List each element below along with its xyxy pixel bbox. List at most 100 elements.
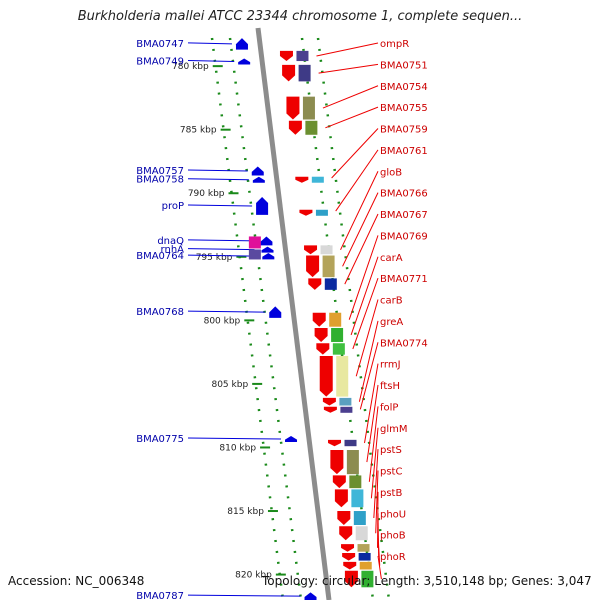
forward-gene-arrow [288,120,302,135]
reverse-gene-arrow [238,58,251,65]
gene-feature-box [322,255,335,278]
forward-gene-arrow [341,544,355,552]
forward-gene-label: BMA0766 [380,189,428,200]
gene-feature-box [320,245,333,255]
reverse-gene-arrow [304,592,317,600]
reverse-gene-arrow [262,252,275,260]
forward-gene-arrow [343,561,357,570]
forward-gene-leader [377,555,382,580]
reverse-gene-leader [187,204,253,207]
forward-gene-leader [358,320,379,402]
forward-gene-leader [348,235,379,320]
reverse-gene-arrow [252,176,265,183]
forward-gene-arrow [328,439,342,447]
forward-gene-label: BMA0761 [380,146,428,157]
forward-gene-leader [355,299,379,377]
gene-feature-box [357,544,370,552]
gene-feature-box [311,176,324,183]
forward-gene-label: rrmJ [380,360,401,371]
reverse-gene-label: BMA0764 [136,251,184,262]
reverse-gene-leader [187,248,258,251]
forward-gene-arrow [322,397,336,406]
reverse-gene-label: BMA0768 [136,307,184,318]
forward-gene-arrow [308,278,322,290]
forward-gene-arrow [344,570,358,588]
forward-gene-label: glmM [380,424,408,435]
forward-gene-label: ftsH [380,381,400,392]
reverse-gene-leader [187,178,249,181]
forward-gene-label: carB [380,296,403,307]
reverse-gene-leader [187,594,301,597]
reverse-gene-label: BMA0758 [136,175,184,186]
forward-gene-arrow [334,489,348,508]
reverse-gene-label: proP [162,201,184,212]
scale-tick-label: 810 kbp [219,443,256,453]
forward-gene-arrow [332,475,346,489]
gene-feature-box [305,120,318,135]
forward-gene-label: carA [380,253,403,264]
forward-gene-leader [335,149,379,212]
forward-gene-arrow [282,64,296,82]
forward-gene-arrow [330,450,344,475]
reverse-gene-arrow [251,166,264,176]
reverse-gene-leader [187,437,282,440]
forward-gene-leader [322,85,379,109]
gene-feature-box [248,249,261,260]
forward-gene-label: pstS [380,445,402,456]
reverse-gene-label: BMA0749 [136,57,184,68]
forward-gene-label: pstC [380,467,402,478]
gene-feature-box [339,397,352,406]
reverse-gene-leader [187,239,257,242]
forward-gene-leader [340,171,379,251]
forward-gene-label: BMA0774 [380,338,428,349]
forward-gene-leader [364,363,379,444]
forward-gene-label: greA [380,317,403,328]
forward-gene-leader [344,213,379,285]
gene-feature-box [353,511,366,526]
forward-gene-arrow [337,511,351,526]
forward-gene-label: gloB [380,167,402,178]
accession-label: Accession: NC_006348 [8,574,145,588]
reverse-gene-arrow [235,38,248,50]
backbone-line [255,27,332,600]
reverse-gene-arrow [269,306,282,318]
forward-gene-leader [366,384,379,463]
forward-gene-arrow [314,327,328,342]
forward-gene-label: pstB [380,488,402,499]
gene-feature-box [248,236,261,249]
gene-feature-box [340,406,353,413]
forward-gene-leader [352,277,379,350]
gene-feature-box [332,343,345,355]
reverse-gene-leader [187,60,235,63]
scale-tick-label: 800 kbp [204,316,241,326]
forward-gene-leader [375,470,379,534]
gene-feature-box [361,570,374,588]
gene-feature-box [296,50,309,62]
forward-gene-arrow [295,176,309,183]
gene-feature-box [351,489,364,508]
forward-gene-arrow [306,255,320,278]
gene-feature-box [331,327,344,342]
forward-gene-leader [370,427,379,499]
forward-gene-arrow [279,50,293,62]
forward-gene-leader [316,42,379,57]
scale-tick-label: 820 kbp [235,571,272,581]
reverse-gene-arrow [260,236,273,246]
forward-gene-label: BMA0767 [380,210,428,221]
reverse-gene-label: rnhA [161,245,185,256]
scale-tick-label: 795 kbp [196,253,233,263]
forward-gene-leader [342,192,379,267]
reverse-gene-arrow [256,197,269,215]
gene-feature-box [324,278,337,290]
forward-gene-arrow [316,343,330,355]
reverse-gene-label: BMA0757 [136,166,184,177]
reverse-gene-label: BMA0787 [136,591,184,600]
forward-gene-arrow [342,552,356,561]
scale-tick-label: 780 kbp [172,62,209,72]
reverse-gene-leader [187,42,232,45]
map-title: Burkholderia mallei ATCC 23344 chromosom… [77,9,523,24]
forward-gene-label: phoB [380,531,406,542]
forward-gene-arrow [286,96,300,120]
forward-gene-leader [373,449,379,519]
forward-gene-arrow [304,245,318,255]
